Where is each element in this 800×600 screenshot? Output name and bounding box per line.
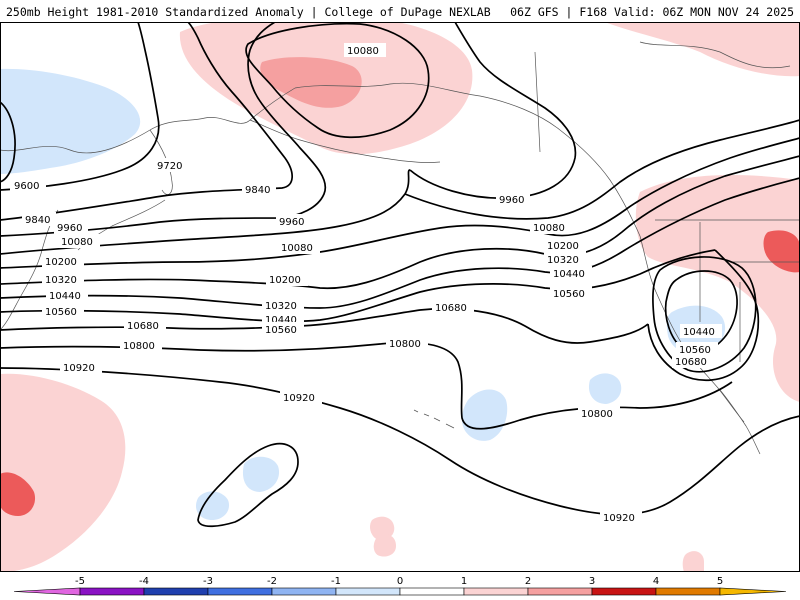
colorbar-tick-3: 3 [589,576,595,587]
contour-10200 [0,137,800,269]
colorbar-seg-neg5 [13,587,81,596]
colorbar-tick-4: 4 [653,576,659,587]
contour-label-10920-a: 10920 [63,363,95,374]
colorbar-tick-2: 2 [525,576,531,587]
contour-label-10800-b: 10800 [389,339,421,350]
contour-10080-east [404,119,800,220]
asia-coast [0,87,296,154]
contour-10680-closed [647,249,760,382]
contour-label-10320-b: 10320 [265,301,297,312]
contour-label-10440-b: 10440 [265,315,297,326]
contour-9840 [0,22,293,221]
positive-anomaly-western-na [635,175,800,402]
colorbar-seg-pos3 [591,587,657,596]
contour-label-10440-d: 10440 [683,327,715,338]
colorbar-tick--4: -4 [139,576,149,587]
negative-anomaly-east-pacific [588,373,622,404]
colorbar-tick-0: 0 [397,576,403,587]
contour-label-9840-b: 9840 [245,185,270,196]
baja-coast [719,389,761,455]
colorbar-tick--2: -2 [267,576,277,587]
contour-label-10080-d: 10080 [533,223,565,234]
contour-label-10560-d: 10560 [679,345,711,356]
positive-anomaly-arctic [605,22,800,77]
contour-label-10920-b: 10920 [283,393,315,404]
contour-label-10560-b: 10560 [265,325,297,336]
arctic-islands [639,41,791,69]
contour-label-10800-c: 10800 [581,409,613,420]
alaska-coast [294,82,641,237]
colorbar-seg-neg4 [79,587,145,596]
colorbar-seg-pos5 [719,587,787,596]
contour-label-10680-c: 10680 [675,357,707,368]
contour-10320 [0,155,800,290]
contour-9720 [0,22,160,191]
hawaii-islands [413,409,455,429]
positive-anomaly-speck-b [373,534,396,557]
contour-label-10080-c: 10080 [281,243,313,254]
contour-10560-closed [652,256,757,373]
contour-label-9720: 9720 [157,161,182,172]
colorbar-seg-neg0 [335,587,401,596]
contour-label-10680-b: 10680 [435,303,467,314]
contour-10920 [0,367,800,516]
contour-10560 [0,249,716,323]
contour-label-9960-b: 9960 [279,217,304,228]
colorbar-seg-pos2 [527,587,593,596]
contour-label-9840-a: 9840 [25,215,50,226]
colorbar-tick-5: 5 [717,576,723,587]
contour-label-9600-a: 9600 [14,181,39,192]
colorbar-seg-pos1 [463,587,529,596]
negative-anomaly-south-pacific-b [195,491,230,520]
contour-label-10440-a: 10440 [49,291,81,302]
contour-label-10200-b: 10200 [269,275,301,286]
contour-10080-low [245,22,430,139]
colorbar-tick-1: 1 [461,576,467,587]
contour-10440 [0,177,800,309]
colorbar-seg-neg3 [143,587,209,596]
aleutian-chain [249,119,441,163]
colorbar-segments [13,587,787,596]
map-title: 250mb Height 1981-2010 Standardized Anom… [6,5,491,19]
map-panel: 9600 9720 9840 9840 9960 9960 9960 10080… [0,22,800,572]
contour-label-10200-a: 10200 [45,257,77,268]
kamchatka-coast [149,129,173,195]
contour-9600 [0,101,16,183]
positive-anomaly-southwest-core [0,472,36,516]
contour-label-10560-a: 10560 [45,307,77,318]
colorbar-tick--3: -3 [203,576,213,587]
header: 250mb Height 1981-2010 Standardized Anom… [0,0,800,22]
colorbar: -5 -4 -3 -2 -1 0 1 2 3 4 5 [13,576,787,596]
positive-anomaly-southwest [0,373,126,572]
contour-9960-east [409,22,577,200]
contour-label-10320-c: 10320 [547,255,579,266]
contour-label-10800-a: 10800 [123,341,155,352]
colorbar-tick--5: -5 [75,576,85,587]
colorbar-seg-neg1 [271,587,337,596]
colorbar-tick-labels: -5 -4 -3 -2 -1 0 1 2 3 4 5 [75,576,723,587]
contour-label-10080-b: 10080 [61,237,93,248]
colorbar-seg-neg2 [207,587,273,596]
contour-label-10680-a: 10680 [127,321,159,332]
colorbar-tick--1: -1 [331,576,341,587]
contour-label-9960-a: 9960 [57,223,82,234]
japan-coast [0,209,59,331]
contour-label-10920-c: 10920 [603,513,635,524]
contour-9960-west [0,22,327,237]
contour-label-10200-c: 10200 [547,241,579,252]
negative-anomaly-south-pacific-a [242,456,280,492]
contour-label-10440-c: 10440 [553,269,585,280]
contour-labels: 9600 9720 9840 9840 9960 9960 9960 10080… [10,43,722,524]
contour-label-10560-c: 10560 [553,289,585,300]
contour-10920-island [197,442,299,528]
model-valid-time: 06Z GFS | F168 Valid: 06Z MON NOV 24 202… [510,5,794,19]
positive-anomaly-speck-c [682,551,704,572]
positive-anomaly-bering-core [260,57,362,108]
colorbar-seg-pos0 [399,587,465,596]
contour-label-10320-a: 10320 [45,275,77,286]
contour-label-10080-a: 10080 [347,46,379,57]
colorbar-seg-pos4 [655,587,721,596]
positive-anomaly-speck-a [370,516,395,541]
contour-label-9960-c: 9960 [499,195,524,206]
